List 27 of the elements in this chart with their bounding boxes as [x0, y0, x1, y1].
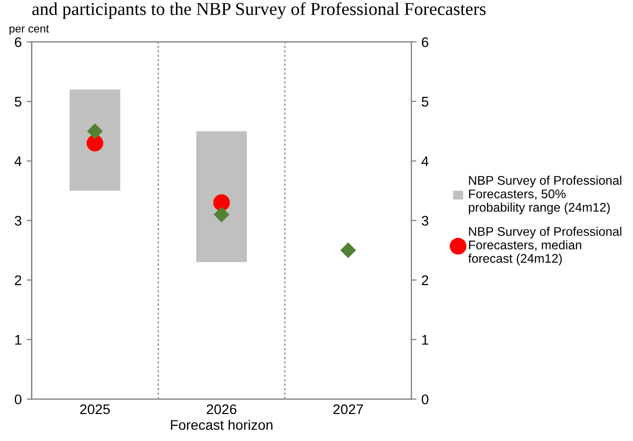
- legend-label: NBP Survey of Professional Forecasters, median forecast (24m12): [468, 226, 622, 266]
- y-tick-label: 6: [14, 37, 22, 48]
- point: [213, 194, 230, 211]
- y2-tick-label: 0: [422, 394, 428, 404]
- y-tick-label: 3: [14, 216, 22, 226]
- y-tick-label: 2: [14, 275, 22, 286]
- x-tick-label: 2026: [206, 404, 236, 414]
- y-tick-label: 4: [14, 156, 22, 166]
- point: [340, 242, 356, 258]
- y2-tick-label: 1: [422, 335, 428, 345]
- point: [214, 206, 230, 222]
- y2-tick-label: 6: [422, 37, 428, 48]
- y-tick-label: 5: [14, 96, 22, 107]
- x-axis-title: Forecast horizon: [170, 420, 272, 430]
- y2-tick-label: 2: [422, 275, 428, 286]
- legend-label: NBP Survey of Professional Forecasters, 50% probability range (24m12): [468, 176, 622, 214]
- y-tick-label: 1: [15, 335, 22, 345]
- y2-tick-label: 4: [421, 156, 428, 166]
- y2-tick-label: 5: [422, 96, 428, 107]
- y-axis-title: per cent: [10, 25, 49, 35]
- y-tick-label: 0: [14, 394, 22, 404]
- chart-title: and participants to the NBP Survey of Professional Forecasters: [32, 2, 486, 19]
- point: [86, 134, 104, 152]
- point: [87, 124, 103, 139]
- y2-tick-label: 3: [422, 216, 428, 226]
- x-tick-label: 2027: [333, 404, 363, 414]
- x-tick-label: 2025: [80, 404, 110, 414]
